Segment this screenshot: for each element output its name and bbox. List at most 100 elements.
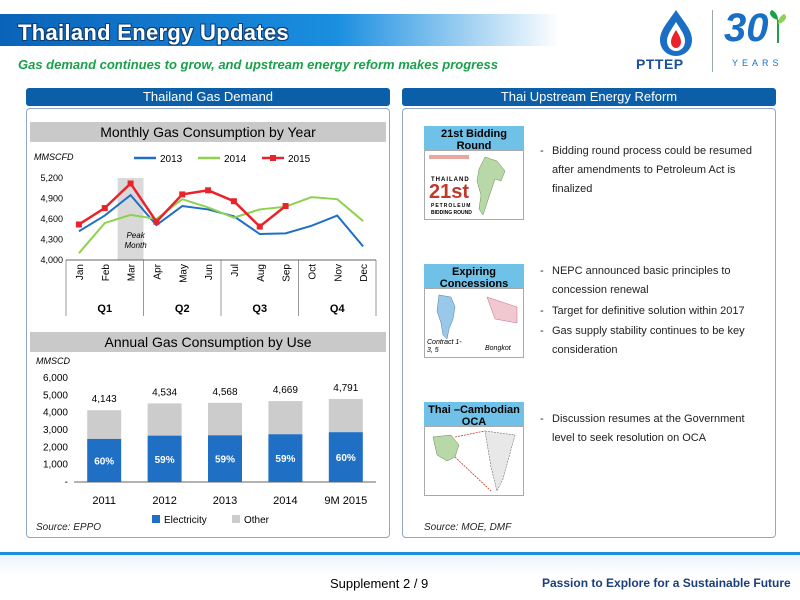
- x-tick-label: Jan: [75, 264, 86, 280]
- bar-other: [208, 402, 242, 436]
- bar-total-label: 4,568: [212, 387, 237, 398]
- bullet-dash: -: [540, 305, 544, 317]
- pttep-logo-text: PTTEP: [636, 56, 684, 72]
- bullet-dash: -: [540, 413, 544, 425]
- left-source: Source: EPPO: [36, 522, 102, 533]
- series-point-2015: [101, 205, 108, 212]
- peak-annotation-line-2: Month: [124, 241, 147, 250]
- legend-label-2014: 2014: [224, 154, 247, 165]
- quarter-label: Q3: [252, 303, 267, 315]
- pttep-logo: PTTEP 30 YEARS: [632, 6, 792, 76]
- bidding-text-4: BIDDING ROUND: [431, 210, 472, 216]
- bidding-round-image: THAILAND 21st PETROLEUM BIDDING ROUND: [424, 150, 524, 220]
- section-label-bidding-round: 21st Bidding Round: [424, 126, 524, 152]
- bar-other: [147, 403, 182, 436]
- bar-electricity: [328, 432, 363, 482]
- quarter-label: Q2: [175, 303, 190, 315]
- bullet-dash: -: [540, 145, 544, 157]
- pttep-flame-icon: [660, 10, 692, 56]
- bar-total-label: 4,534: [152, 387, 177, 398]
- concession-text-1: Contract 1-3, 5: [427, 339, 462, 354]
- x-tick-label: Feb: [101, 264, 112, 282]
- oca-map-icon: [432, 430, 516, 492]
- quarter-label: Q4: [330, 303, 346, 315]
- y-tick-label: -: [65, 477, 68, 488]
- legend-label-electricity: Electricity: [164, 515, 207, 526]
- x-tick-label: Dec: [359, 264, 370, 282]
- y-axis-label: MMSCD: [36, 356, 70, 366]
- y-tick-label: 4,000: [40, 255, 63, 265]
- x-tick-label: Oct: [307, 264, 318, 280]
- y-tick-label: 1,000: [43, 460, 68, 471]
- bidding-text-2: 21st: [429, 181, 470, 203]
- series-line-2015: [78, 181, 287, 229]
- bar-other: [268, 401, 303, 435]
- y-tick-label: 4,600: [40, 214, 63, 224]
- bullet-concessions-1: - NEPC announced basic principles to con…: [540, 262, 762, 300]
- bullet-text: NEPC announced basic principles to conce…: [552, 265, 731, 296]
- series-line-2014: [78, 196, 364, 254]
- bar-other: [87, 410, 122, 439]
- bullet-dash: -: [540, 265, 544, 277]
- right-source: Source: MOE, DMF: [424, 522, 512, 533]
- bullet-oca: - Discussion resumes at the Government l…: [540, 410, 762, 448]
- legend-marker-2015: [270, 155, 276, 161]
- bullet-text: Gas supply stability continues to be key…: [552, 325, 745, 356]
- x-tick-label: Jul: [230, 264, 241, 277]
- y-tick-label: 6,000: [43, 373, 68, 384]
- bar-total-label: 4,143: [92, 394, 117, 405]
- y-tick-label: 2,000: [43, 442, 68, 453]
- series-point-2015: [127, 180, 134, 187]
- logo-divider: [712, 10, 713, 72]
- x-tick-label: May: [178, 264, 189, 283]
- anniversary-number: 30: [724, 6, 769, 50]
- annual-chart-title: Annual Gas Consumption by Use: [30, 332, 386, 352]
- footer-page-number: Supplement 2 / 9: [330, 576, 429, 591]
- concession-text-2: Bongkot: [485, 345, 511, 352]
- bar-electricity: [87, 438, 122, 482]
- monthly-chart-title: Monthly Gas Consumption by Year: [30, 122, 386, 142]
- footer-tagline: Passion to Explore for a Sustainable Fut…: [542, 576, 791, 590]
- bar-electricity: [208, 435, 242, 482]
- thailand-map-icon: [429, 155, 506, 216]
- title-bar: [0, 14, 560, 46]
- left-panel-heading: Thailand Gas Demand: [26, 88, 390, 106]
- y-tick-label: 5,000: [43, 390, 68, 401]
- annual-gas-bar-chart: MMSCD - 1,000 2,000 3,000 4,000 5,000 6,000 4,14…: [36, 356, 376, 526]
- bullet-concessions-3: - Gas supply stability continues to be k…: [540, 322, 762, 360]
- x-tick-label: 2013: [213, 495, 237, 507]
- bidding-text-3: PETROLEUM: [431, 203, 472, 209]
- y-tick-label: 4,900: [40, 194, 63, 204]
- x-tick-label: Nov: [333, 264, 344, 282]
- x-tick-label: 2012: [152, 495, 176, 507]
- x-tick-label: 2014: [273, 495, 297, 507]
- x-tick-label: 9M 2015: [324, 495, 367, 507]
- section-label-expiring-concessions: Expiring Concessions: [424, 264, 524, 290]
- concession-map-icon: [436, 294, 518, 340]
- x-tick-label: Mar: [127, 263, 138, 281]
- y-axis-label: MMSCFD: [34, 152, 74, 162]
- series-point-2015: [75, 221, 82, 228]
- right-panel-heading: Thai Upstream Energy Reform: [402, 88, 776, 106]
- series-point-2015: [179, 191, 186, 198]
- bullet-text: Discussion resumes at the Government lev…: [552, 413, 745, 444]
- series-point-2015: [153, 218, 160, 225]
- quarter-label: Q1: [97, 303, 112, 315]
- bar-share-label: 59%: [155, 455, 175, 466]
- series-point-2015: [205, 187, 212, 194]
- bidding-text-1: THAILAND: [431, 177, 470, 183]
- legend-label-2013: 2013: [160, 154, 183, 165]
- series-point-2015: [282, 203, 289, 210]
- bar-other: [328, 398, 363, 433]
- x-tick-label: 2011: [92, 495, 116, 507]
- page-title: Thailand Energy Updates: [18, 20, 289, 45]
- bar-total-label: 4,669: [273, 385, 298, 396]
- x-tick-label: Jun: [204, 264, 215, 280]
- legend-label-other: Other: [244, 515, 270, 526]
- peak-annotation-line-1: Peak: [126, 231, 145, 240]
- oca-image: [424, 426, 524, 496]
- concessions-image: Contract 1-3, 5 Bongkot: [424, 288, 524, 358]
- bullet-text: Target for definitive solution within 20…: [552, 305, 745, 317]
- legend-label-2015: 2015: [288, 154, 311, 165]
